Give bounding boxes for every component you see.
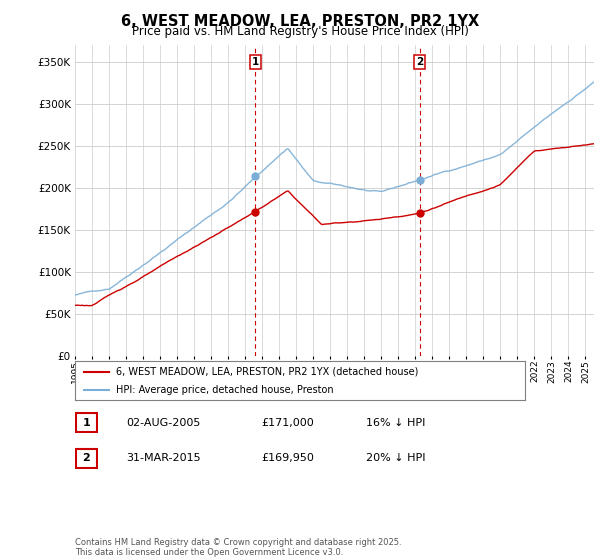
- Text: HPI: Average price, detached house, Preston: HPI: Average price, detached house, Pres…: [115, 385, 333, 395]
- Text: £171,000: £171,000: [261, 418, 314, 428]
- Text: Price paid vs. HM Land Registry's House Price Index (HPI): Price paid vs. HM Land Registry's House …: [131, 25, 469, 38]
- Text: 20% ↓ HPI: 20% ↓ HPI: [366, 453, 425, 463]
- Text: 1: 1: [83, 418, 90, 428]
- Text: 2: 2: [416, 57, 423, 67]
- FancyBboxPatch shape: [76, 449, 97, 468]
- FancyBboxPatch shape: [76, 413, 97, 432]
- Text: 6, WEST MEADOW, LEA, PRESTON, PR2 1YX: 6, WEST MEADOW, LEA, PRESTON, PR2 1YX: [121, 14, 479, 29]
- Text: 31-MAR-2015: 31-MAR-2015: [126, 453, 200, 463]
- Text: £169,950: £169,950: [261, 453, 314, 463]
- Text: 6, WEST MEADOW, LEA, PRESTON, PR2 1YX (detached house): 6, WEST MEADOW, LEA, PRESTON, PR2 1YX (d…: [115, 367, 418, 377]
- Text: 1: 1: [251, 57, 259, 67]
- Text: 02-AUG-2005: 02-AUG-2005: [126, 418, 200, 428]
- Text: 16% ↓ HPI: 16% ↓ HPI: [366, 418, 425, 428]
- Text: 2: 2: [83, 453, 90, 463]
- Text: Contains HM Land Registry data © Crown copyright and database right 2025.
This d: Contains HM Land Registry data © Crown c…: [75, 538, 401, 557]
